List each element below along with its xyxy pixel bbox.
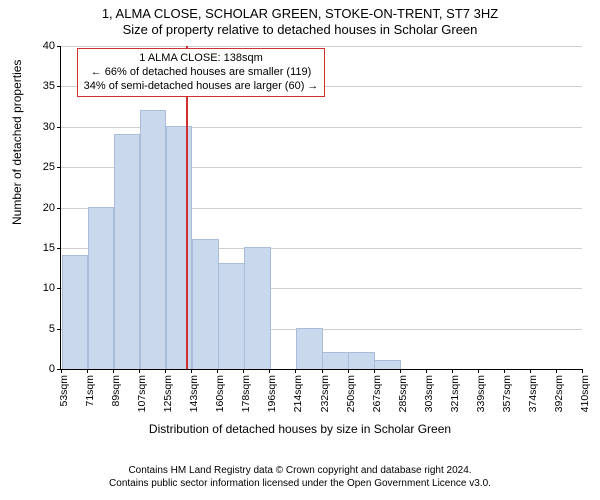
x-tick-label: 214sqm <box>292 375 304 412</box>
histogram-bar <box>296 328 322 369</box>
title-line-2: Size of property relative to detached ho… <box>0 22 600 38</box>
x-axis-title: Distribution of detached houses by size … <box>0 422 600 436</box>
x-tick-label: 250sqm <box>345 375 357 412</box>
x-tick <box>191 369 192 373</box>
footer-attribution: Contains HM Land Registry data © Crown c… <box>0 458 600 500</box>
histogram-bar <box>62 255 88 369</box>
histogram-bar <box>114 134 140 369</box>
x-tick-label: 232sqm <box>319 375 331 412</box>
chart: Number of detached properties 0510152025… <box>0 40 600 440</box>
x-tick <box>243 369 244 373</box>
x-tick-label: 410sqm <box>579 375 591 412</box>
footer-line-1: Contains HM Land Registry data © Crown c… <box>10 464 590 477</box>
histogram-bar <box>166 126 192 369</box>
y-tick-label: 30 <box>43 121 61 133</box>
y-tick-label: 40 <box>43 40 61 52</box>
histogram-bar <box>88 207 114 370</box>
x-tick <box>87 369 88 373</box>
x-tick-label: 321sqm <box>449 375 461 412</box>
x-tick <box>269 369 270 373</box>
x-tick <box>556 369 557 373</box>
x-tick-label: 267sqm <box>371 375 383 412</box>
y-tick-label: 35 <box>43 80 61 92</box>
x-tick <box>582 369 583 373</box>
y-tick-label: 5 <box>49 323 61 335</box>
chart-title: 1, ALMA CLOSE, SCHOLAR GREEN, STOKE-ON-T… <box>0 0 600 39</box>
annotation-line: 1 ALMA CLOSE: 138sqm <box>84 52 319 66</box>
x-tick <box>400 369 401 373</box>
x-tick <box>504 369 505 373</box>
annotation-line: ← 66% of detached houses are smaller (11… <box>84 66 319 80</box>
y-tick-label: 10 <box>43 282 61 294</box>
x-tick-label: 339sqm <box>475 375 487 412</box>
x-tick-label: 143sqm <box>188 375 200 412</box>
histogram-bar <box>244 247 270 369</box>
histogram-bar <box>322 352 348 369</box>
x-tick-label: 357sqm <box>501 375 513 412</box>
y-tick-label: 20 <box>43 202 61 214</box>
x-tick-label: 303sqm <box>423 375 435 412</box>
x-tick <box>165 369 166 373</box>
y-tick-label: 15 <box>43 242 61 254</box>
footer-line-2: Contains public sector information licen… <box>10 477 590 490</box>
x-tick-label: 89sqm <box>110 375 122 407</box>
x-tick-label: 196sqm <box>266 375 278 412</box>
histogram-bar <box>140 110 166 369</box>
x-tick <box>217 369 218 373</box>
annotation-box: 1 ALMA CLOSE: 138sqm← 66% of detached ho… <box>77 48 326 97</box>
x-tick <box>530 369 531 373</box>
plot-area: 051015202530354053sqm71sqm89sqm107sqm125… <box>60 46 582 370</box>
histogram-bar <box>218 263 244 369</box>
x-tick-label: 53sqm <box>58 375 70 407</box>
x-tick-label: 392sqm <box>553 375 565 412</box>
title-line-1: 1, ALMA CLOSE, SCHOLAR GREEN, STOKE-ON-T… <box>0 6 600 22</box>
histogram-bar <box>374 360 400 369</box>
x-tick-label: 71sqm <box>84 375 96 407</box>
x-tick <box>426 369 427 373</box>
y-axis-title: Number of detached properties <box>10 60 24 225</box>
x-tick-label: 160sqm <box>214 375 226 412</box>
x-tick <box>478 369 479 373</box>
x-tick-label: 285sqm <box>397 375 409 412</box>
x-tick-label: 125sqm <box>162 375 174 412</box>
y-tick-label: 0 <box>49 363 61 375</box>
annotation-line: 34% of semi-detached houses are larger (… <box>84 80 319 94</box>
x-tick <box>348 369 349 373</box>
histogram-bar <box>348 352 374 369</box>
x-tick <box>295 369 296 373</box>
x-tick <box>452 369 453 373</box>
x-tick <box>322 369 323 373</box>
x-tick <box>374 369 375 373</box>
x-tick <box>113 369 114 373</box>
x-tick <box>61 369 62 373</box>
y-tick-label: 25 <box>43 161 61 173</box>
x-tick-label: 178sqm <box>240 375 252 412</box>
x-tick-label: 374sqm <box>527 375 539 412</box>
histogram-bar <box>192 239 218 369</box>
x-tick <box>139 369 140 373</box>
x-tick-label: 107sqm <box>136 375 148 412</box>
